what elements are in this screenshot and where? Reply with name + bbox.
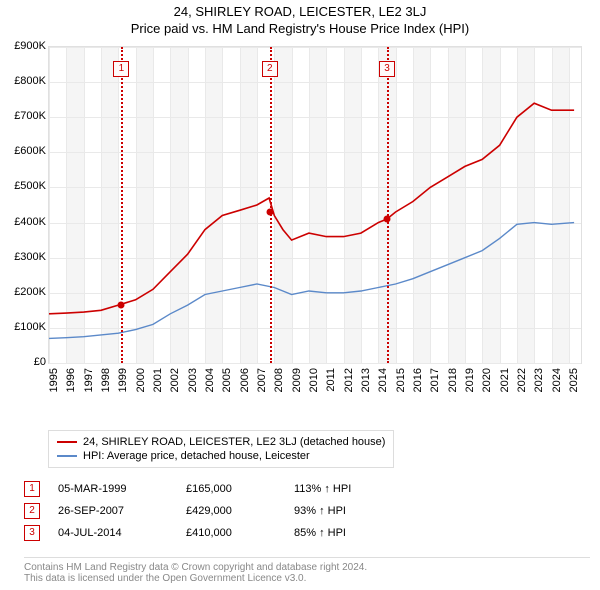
sale-marker-number: 1 [113,61,129,77]
x-axis-label: 2025 [568,368,580,408]
x-axis-label: 2021 [499,368,511,408]
sale-marker-line [121,47,123,363]
x-axis-label: 2015 [395,368,407,408]
x-axis-label: 1998 [100,368,112,408]
sale-marker-number: 2 [262,61,278,77]
x-axis-label: 2014 [377,368,389,408]
x-axis-label: 2003 [187,368,199,408]
x-axis-label: 1995 [48,368,60,408]
sale-marker-dot [266,209,273,216]
plot-area: 1 2 3 [48,46,582,364]
sale-row: 2 26-SEP-2007 £429,000 93% ↑ HPI [24,500,384,522]
x-axis-label: 2000 [135,368,147,408]
sale-price: £165,000 [186,483,276,495]
x-axis-label: 1999 [117,368,129,408]
footer-line: Contains HM Land Registry data © Crown c… [24,562,590,573]
sale-row: 1 05-MAR-1999 £165,000 113% ↑ HPI [24,478,384,500]
y-axis-label: £400K [2,216,46,228]
x-axis-label: 2017 [429,368,441,408]
sale-date: 04-JUL-2014 [58,527,168,539]
x-axis-label: 2010 [308,368,320,408]
page-subtitle: Price paid vs. HM Land Registry's House … [0,19,600,38]
x-axis-label: 2007 [256,368,268,408]
page-title: 24, SHIRLEY ROAD, LEICESTER, LE2 3LJ [0,0,600,19]
y-axis-label: £100K [2,321,46,333]
y-axis-label: £600K [2,145,46,157]
sale-row: 3 04-JUL-2014 £410,000 85% ↑ HPI [24,522,384,544]
series-line-price_paid [49,103,574,314]
x-axis-label: 2008 [273,368,285,408]
x-axis-label: 2011 [325,368,337,408]
x-axis-label: 2019 [464,368,476,408]
x-axis-label: 2005 [221,368,233,408]
x-axis-label: 2018 [447,368,459,408]
y-axis-label: £800K [2,75,46,87]
y-axis-label: £0 [2,356,46,368]
sale-marker-line [387,47,389,363]
sale-price: £410,000 [186,527,276,539]
sale-date: 05-MAR-1999 [58,483,168,495]
x-axis-label: 1996 [65,368,77,408]
x-axis-label: 2020 [481,368,493,408]
x-axis-label: 2024 [551,368,563,408]
chart-container: 1 2 3 £0 £100K £200K £300K £400K £500K £600K £700… [0,42,600,422]
sale-date: 26-SEP-2007 [58,505,168,517]
sale-marker-number: 3 [379,61,395,77]
series-line-hpi [49,223,574,339]
sale-marker-dot [118,302,125,309]
y-axis-label: £500K [2,180,46,192]
x-axis-label: 2023 [533,368,545,408]
footer-line: This data is licensed under the Open Gov… [24,573,590,584]
sale-marker-badge: 2 [24,503,40,519]
x-axis-label: 2012 [343,368,355,408]
legend-swatch [57,441,77,443]
x-axis-label: 2001 [152,368,164,408]
legend-swatch [57,455,77,457]
legend-label: 24, SHIRLEY ROAD, LEICESTER, LE2 3LJ (de… [83,436,385,448]
x-axis-label: 2009 [291,368,303,408]
x-axis-label: 2016 [412,368,424,408]
sale-marker-badge: 1 [24,481,40,497]
legend: 24, SHIRLEY ROAD, LEICESTER, LE2 3LJ (de… [48,430,394,468]
x-axis-label: 2002 [169,368,181,408]
x-axis-label: 2004 [204,368,216,408]
sale-marker-line [270,47,272,363]
y-axis-label: £700K [2,110,46,122]
gridline-h [49,363,581,364]
sale-hpi: 93% ↑ HPI [294,505,384,517]
footer: Contains HM Land Registry data © Crown c… [24,557,590,584]
x-axis-label: 1997 [83,368,95,408]
legend-label: HPI: Average price, detached house, Leic… [83,450,310,462]
y-axis-label: £900K [2,40,46,52]
x-axis-label: 2022 [516,368,528,408]
sale-marker-dot [384,216,391,223]
series-svg [49,47,581,363]
y-axis-label: £200K [2,286,46,298]
sale-price: £429,000 [186,505,276,517]
y-axis-label: £300K [2,251,46,263]
legend-item: HPI: Average price, detached house, Leic… [57,449,385,463]
sale-hpi: 113% ↑ HPI [294,483,384,495]
legend-item: 24, SHIRLEY ROAD, LEICESTER, LE2 3LJ (de… [57,435,385,449]
sale-hpi: 85% ↑ HPI [294,527,384,539]
sales-table: 1 05-MAR-1999 £165,000 113% ↑ HPI 2 26-S… [24,478,384,544]
x-axis-label: 2013 [360,368,372,408]
x-axis-label: 2006 [239,368,251,408]
sale-marker-badge: 3 [24,525,40,541]
